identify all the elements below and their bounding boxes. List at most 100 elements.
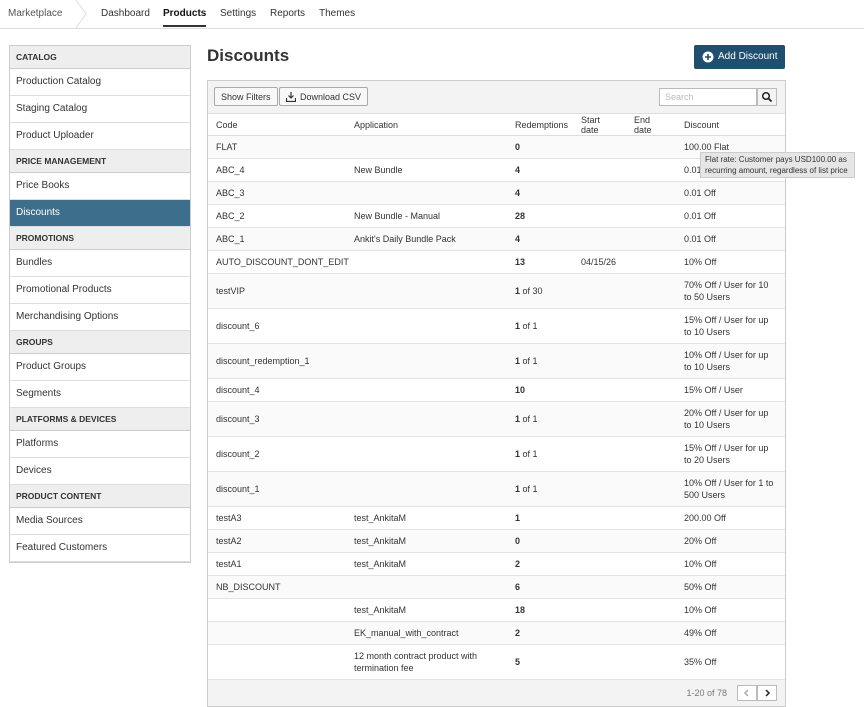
cell-redemptions: 0 (507, 135, 573, 159)
cell-redemptions: 18 (507, 598, 573, 622)
cell-start-date (573, 181, 626, 205)
section-header: GROUPS (10, 331, 190, 354)
search-button[interactable] (757, 88, 777, 106)
cell-text: discount_6 (216, 321, 260, 331)
cell-code: discount_2 (208, 436, 346, 472)
cell-text: NB_DISCOUNT (216, 582, 281, 592)
sidebar-item[interactable]: Discounts (10, 200, 190, 227)
cell-end-date (626, 644, 676, 680)
search-icon (761, 91, 773, 103)
table-row[interactable]: testA3 test_AnkitaM 1 200.00 Off (208, 506, 785, 530)
sidebar-item[interactable]: Merchandising Options (10, 304, 190, 331)
cell-start-date (573, 575, 626, 599)
table-row[interactable]: discount_redemption_1 1 of 1 10% Off / Use… (208, 343, 785, 379)
cell-text: 10% Off (684, 257, 717, 267)
cell-discount: 200.00 Off (676, 506, 785, 530)
redemption-count: 10 (515, 385, 526, 395)
cell-code: ABC_1 (208, 227, 346, 251)
sidebar-item[interactable]: Featured Customers (10, 535, 190, 562)
cell-end-date (626, 227, 676, 251)
cell-discount: 35% Off (676, 644, 785, 680)
search-input[interactable]: Search (659, 88, 757, 106)
cell-discount: 0.01 Off (676, 204, 785, 228)
redemption-count: 13 (515, 257, 526, 267)
download-csv-button[interactable]: Download CSV (279, 87, 369, 106)
cell-end-date (626, 343, 676, 379)
cell-start-date (573, 436, 626, 472)
table-row[interactable]: testA1 test_AnkitaM 2 10% Off (208, 552, 785, 576)
table-row[interactable]: ABC_3 4 0.01 Off (208, 181, 785, 205)
table-row[interactable]: discount_1 1 of 1 10% Off / User for 1 to … (208, 471, 785, 507)
cell-text: discount_2 (216, 449, 260, 459)
table-row[interactable]: ABC_4 New Bundle 4 0.01 Off (208, 158, 785, 182)
cell-text: 50% Off (684, 582, 717, 592)
table-row[interactable]: 12 month contract product with terminati… (208, 644, 785, 680)
sidebar-item[interactable]: Bundles (10, 250, 190, 277)
prev-page-button[interactable] (737, 685, 757, 701)
sidebar-item[interactable]: Segments (10, 381, 190, 408)
show-filters-button[interactable]: Show Filters (214, 87, 278, 106)
cell-start-date (573, 529, 626, 553)
cell-discount: 10% Off / User for 1 to 500 Users (676, 471, 785, 507)
cell-text: 100.00 Flat (684, 142, 730, 152)
nav-link[interactable]: Products (163, 8, 207, 27)
pagination-info: 1-20 of 78 (686, 688, 727, 698)
redemption-count: 2 (515, 628, 521, 638)
download-csv-label: Download CSV (300, 92, 362, 102)
cell-end-date (626, 378, 676, 402)
table-row[interactable]: discount_2 1 of 1 15% Off / User for up to… (208, 436, 785, 472)
cell-text: ABC_1 (216, 234, 245, 244)
table-row[interactable]: testA2 test_AnkitaM 0 20% Off (208, 529, 785, 553)
cell-end-date (626, 135, 676, 159)
sidebar-item[interactable]: Platforms (10, 431, 190, 458)
nav-link[interactable]: Reports (270, 8, 306, 19)
plus-icon (702, 51, 714, 63)
cell-text: New Bundle (354, 165, 403, 175)
sidebar-item[interactable]: Product Groups (10, 354, 190, 381)
sidebar-item[interactable]: Promotional Products (10, 277, 190, 304)
next-page-button[interactable] (757, 685, 777, 701)
table-row[interactable]: ABC_1 Ankit's Daily Bundle Pack 4 0.01 Off (208, 227, 785, 251)
table-row[interactable]: NB_DISCOUNT 6 50% Off (208, 575, 785, 599)
tooltip: Flat rate: Customer pays USD100.00 as re… (700, 152, 855, 178)
cell-application (346, 135, 507, 159)
table-row[interactable]: discount_3 1 of 1 20% Off / User for up to… (208, 401, 785, 437)
table-row[interactable]: test_AnkitaM 18 10% Off (208, 598, 785, 622)
cell-start-date (573, 471, 626, 507)
cell-text: 15% Off / User for up to 20 Users (684, 443, 769, 465)
page-title: Discounts (207, 46, 290, 65)
table-row[interactable]: discount_6 1 of 1 15% Off / User for up to… (208, 308, 785, 344)
cell-end-date (626, 181, 676, 205)
sidebar-item[interactable]: Production Catalog (10, 69, 190, 96)
sidebar-item[interactable]: Price Books (10, 173, 190, 200)
cell-text: discount_redemption_1 (216, 356, 310, 366)
sidebar-item[interactable]: Product Uploader (10, 123, 190, 150)
cell-redemptions: 1 (507, 506, 573, 530)
table-body: FLAT 0 100.00 Flat ABC_4 New Bundle 4 0.01 Off… (208, 135, 785, 680)
cell-code (208, 644, 346, 680)
cell-redemptions: 0 (507, 529, 573, 553)
sidebar-item[interactable]: Devices (10, 458, 190, 485)
nav-link[interactable]: Themes (319, 8, 356, 19)
cell-code: ABC_3 (208, 181, 346, 205)
sidebar-item[interactable]: Staging Catalog (10, 96, 190, 123)
sidebar-item[interactable]: Media Sources (10, 508, 190, 535)
cell-start-date (573, 378, 626, 402)
nav-link[interactable]: Settings (220, 8, 257, 19)
table-row[interactable]: ABC_2 New Bundle - Manual 28 0.01 Off (208, 204, 785, 228)
table-row[interactable]: discount_4 10 15% Off / User (208, 378, 785, 402)
cell-end-date (626, 552, 676, 576)
nav-link[interactable]: Dashboard (101, 8, 150, 19)
table-row[interactable]: FLAT 0 100.00 Flat (208, 135, 785, 159)
brand-link[interactable]: Marketplace (8, 8, 63, 19)
table-row[interactable]: AUTO_DISCOUNT_DONT_EDIT 13 04/15/26 10% Off (208, 250, 785, 274)
add-discount-button[interactable]: Add Discount (694, 45, 785, 69)
table-row[interactable]: testVIP 1 of 30 70% Off / User for 10 to 5… (208, 273, 785, 309)
redemption-count: 0 (515, 142, 521, 152)
section-header: PLATFORMS & DEVICES (10, 408, 190, 431)
redemption-count: 5 (515, 657, 521, 667)
cell-text: 200.00 Off (684, 513, 726, 523)
table-row[interactable]: EK_manual_with_contract 2 49% Off (208, 621, 785, 645)
cell-text: 49% Off (684, 628, 717, 638)
